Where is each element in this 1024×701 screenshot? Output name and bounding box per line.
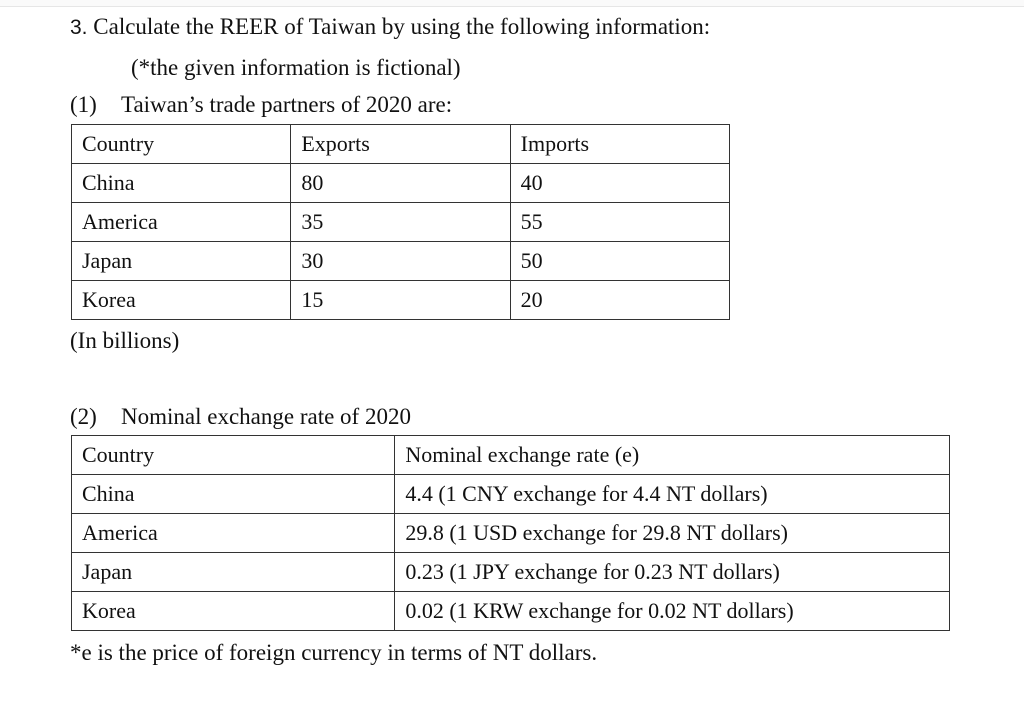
table-cell: Japan xyxy=(70,241,292,281)
table-header-cell: Imports xyxy=(509,124,731,164)
table-header-cell: Country xyxy=(70,435,396,475)
table-row: China 80 40 xyxy=(70,163,731,203)
table-cell: 20 xyxy=(509,280,731,320)
table-header-row: Country Nominal exchange rate (e) xyxy=(70,435,950,475)
table-header-row: Country Exports Imports xyxy=(70,124,731,164)
question-number: 3. xyxy=(70,16,88,39)
section-1-heading: (1) Taiwan’s trade partners of 2020 are: xyxy=(70,90,452,120)
top-divider xyxy=(0,0,1024,7)
table-row: America 29.8 (1 USD exchange for 29.8 NT… xyxy=(70,513,950,553)
table-cell: 55 xyxy=(509,202,731,242)
table-row: China 4.4 (1 CNY exchange for 4.4 NT dol… xyxy=(70,474,950,514)
table-cell: America xyxy=(70,202,292,242)
table-cell: 40 xyxy=(509,163,731,203)
table-header-cell: Nominal exchange rate (e) xyxy=(394,435,950,475)
table-cell: America xyxy=(70,513,396,553)
exchange-rate-table: Country Nominal exchange rate (e) China … xyxy=(70,435,950,631)
section-2-heading: (2) Nominal exchange rate of 2020 xyxy=(70,402,411,432)
question-title: 3. Calculate the REER of Taiwan by using… xyxy=(70,12,710,43)
section-2-heading-text: Nominal exchange rate of 2020 xyxy=(121,404,411,429)
table-cell: 4.4 (1 CNY exchange for 4.4 NT dollars) xyxy=(394,474,950,514)
table-cell: China xyxy=(70,163,292,203)
table-cell: Korea xyxy=(70,280,292,320)
table-cell: 30 xyxy=(290,241,511,281)
question-title-text: Calculate the REER of Taiwan by using th… xyxy=(93,14,711,39)
table-cell: 0.02 (1 KRW exchange for 0.02 NT dollars… xyxy=(394,591,950,631)
table-cell: China xyxy=(70,474,396,514)
table-row: Japan 30 50 xyxy=(70,241,731,281)
table-cell: 15 xyxy=(290,280,511,320)
table-row: Korea 0.02 (1 KRW exchange for 0.02 NT d… xyxy=(70,591,950,631)
question-subtitle: (*the given information is fictional) xyxy=(131,55,461,80)
table-header-cell: Exports xyxy=(290,124,511,164)
table-row: Japan 0.23 (1 JPY exchange for 0.23 NT d… xyxy=(70,552,950,592)
table-cell: 35 xyxy=(290,202,511,242)
table-header-cell: Country xyxy=(70,124,292,164)
section-1-heading-text: Taiwan’s trade partners of 2020 are: xyxy=(121,92,453,117)
exchange-rate-footnote: *e is the price of foreign currency in t… xyxy=(70,640,598,665)
table-cell: 29.8 (1 USD exchange for 29.8 NT dollars… xyxy=(394,513,950,553)
trade-partners-table: Country Exports Imports China 80 40 Amer… xyxy=(70,124,731,320)
table-row: America 35 55 xyxy=(70,202,731,242)
table-row: Korea 15 20 xyxy=(70,280,731,320)
table-cell: Japan xyxy=(70,552,396,592)
section-1-marker: (1) xyxy=(70,92,97,117)
table-cell: 80 xyxy=(290,163,511,203)
table-cell: Korea xyxy=(70,591,396,631)
table-cell: 50 xyxy=(509,241,731,281)
table-cell: 0.23 (1 JPY exchange for 0.23 NT dollars… xyxy=(394,552,950,592)
section-2-marker: (2) xyxy=(70,404,97,429)
units-note: (In billions) xyxy=(70,328,180,353)
